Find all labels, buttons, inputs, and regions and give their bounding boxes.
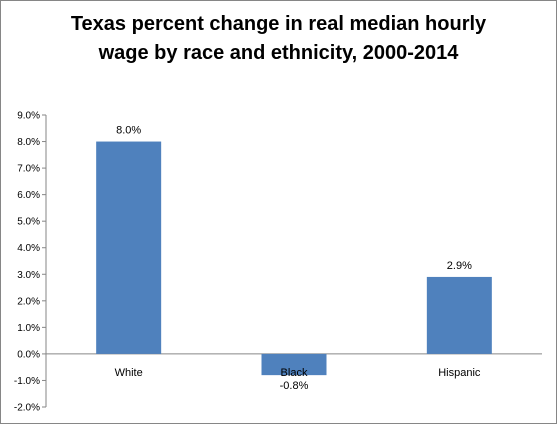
data-label: -0.8%	[280, 380, 309, 392]
chart-title-line-2: wage by race and ethnicity, 2000-2014	[98, 42, 459, 64]
bar-black	[261, 353, 327, 376]
y-tick-label: -2.0%	[14, 403, 40, 414]
x-tick-label: White	[115, 367, 143, 379]
data-label: 2.9%	[447, 260, 472, 272]
y-tick-label: 5.0%	[17, 217, 40, 228]
labels: White 8.0% Black-0.8% Hispanic 2.9%	[115, 125, 481, 393]
y-tick-label: 7.0%	[17, 164, 40, 175]
y-tick-label: 2.0%	[17, 296, 40, 307]
chart-title-line-1: Texas percent change in real median hour…	[70, 13, 487, 35]
data-label: 8.0%	[116, 125, 141, 137]
y-tick-label: 4.0%	[17, 243, 40, 254]
y-tick-label: 8.0%	[17, 137, 40, 148]
chart-title: Texas percent change in real median hour…	[0, 10, 557, 68]
y-tick-label: -1.0%	[14, 376, 40, 387]
y-tick-label: 9.0%	[17, 111, 40, 122]
x-tick-label: Hispanic	[438, 367, 481, 379]
bar-white	[96, 141, 162, 354]
y-tick-label: 6.0%	[17, 190, 40, 201]
y-tick-label: 0.0%	[17, 349, 40, 360]
axes: -2.0% -1.0% 0.0% 1.0% 2.0% 3.0% 4.0% 5.0% 6.0% 7.…	[14, 111, 542, 414]
y-tick-label: 3.0%	[17, 270, 40, 281]
y-tick-label: 1.0%	[17, 323, 40, 334]
bars	[96, 141, 492, 376]
bar-hispanic	[426, 276, 492, 354]
x-tick-label: Black	[281, 367, 308, 379]
